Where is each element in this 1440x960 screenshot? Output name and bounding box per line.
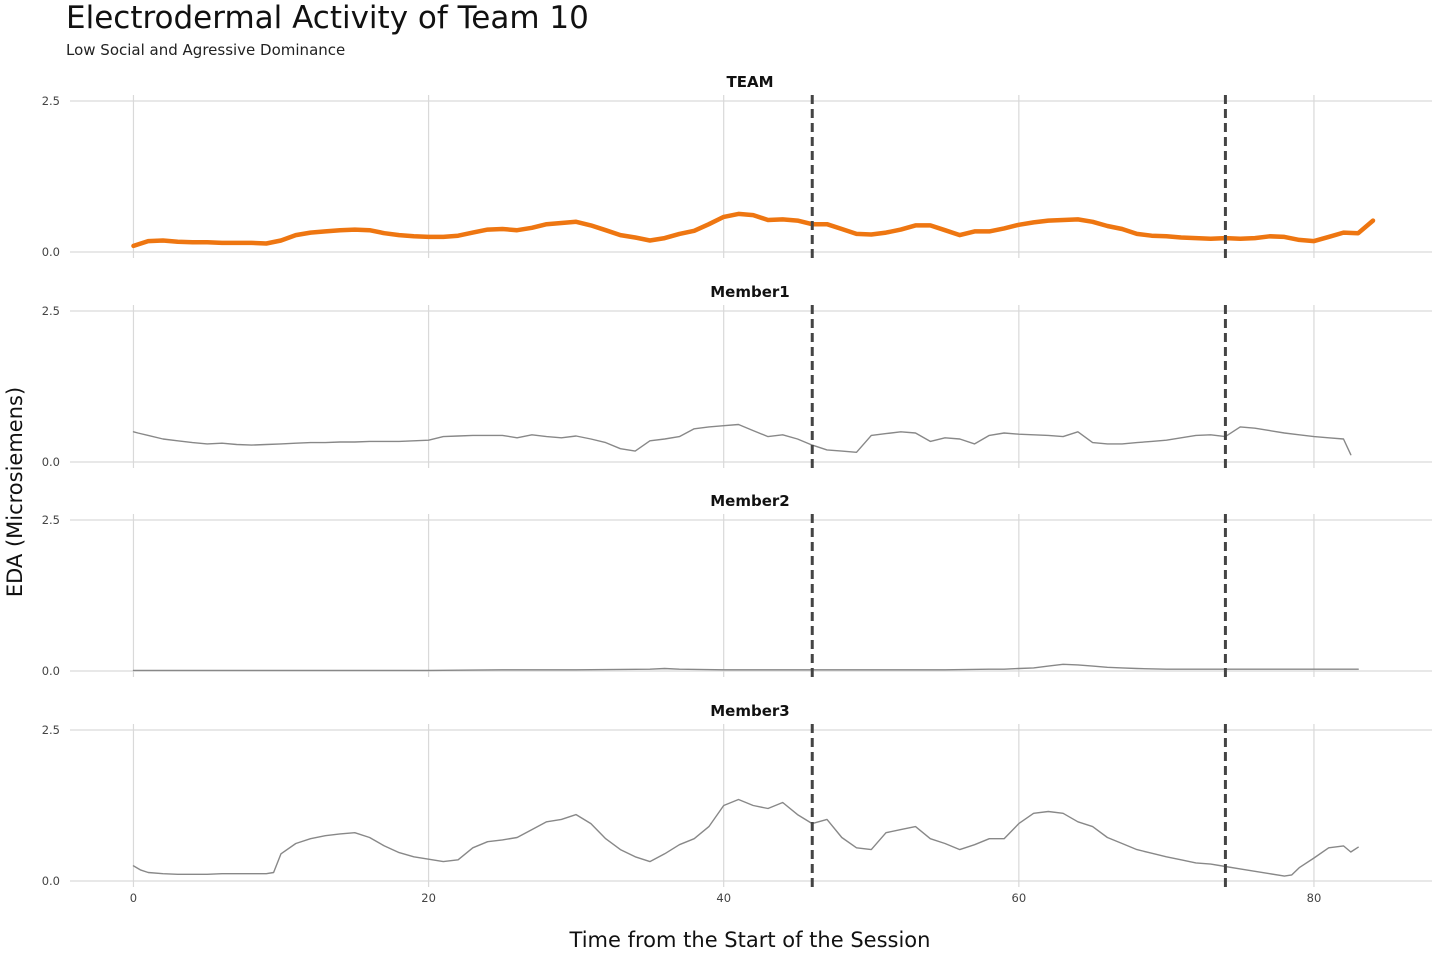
panel-title: Member2 (710, 492, 789, 510)
y-tick-label: 2.5 (42, 723, 60, 737)
y-tick-label: 2.5 (42, 94, 60, 108)
y-tick-label: 0.0 (42, 245, 60, 259)
y-tick-label: 2.5 (42, 513, 60, 527)
series-line-member3 (132, 798, 1359, 877)
facet-panels: TEAM0.02.5Member10.02.5Member20.02.5Memb… (42, 73, 1432, 905)
x-tick-label: 60 (1012, 891, 1027, 905)
series-line-team (131, 211, 1376, 249)
x-tick-label: 20 (421, 891, 436, 905)
panel-team: TEAM 0.0 2.5 (42, 73, 1432, 259)
panel-member1: Member1 0.0 2.5 (42, 283, 1432, 469)
panel-title: TEAM (726, 73, 773, 91)
x-tick-label: 80 (1307, 891, 1322, 905)
panel-member2: Member2 0.0 2.5 (42, 492, 1432, 678)
series-line-member2 (132, 663, 1359, 672)
panel-title: Member1 (710, 283, 789, 301)
x-axis-label: Time from the Start of the Session (569, 928, 931, 952)
y-tick-label: 0.0 (42, 455, 60, 469)
x-tick-label: 40 (716, 891, 731, 905)
y-axis-label: EDA (Microsiemens) (3, 387, 27, 597)
panel-title: Member3 (710, 702, 789, 720)
chart-subtitle: Low Social and Agressive Dominance (66, 41, 346, 59)
y-tick-label: 0.0 (42, 664, 60, 678)
y-tick-label: 0.0 (42, 874, 60, 888)
x-tick-label: 0 (130, 891, 137, 905)
series-line-member1 (132, 423, 1352, 456)
chart-title: Electrodermal Activity of Team 10 (66, 0, 589, 36)
panel-member3: Member3 0.0 2.5 (42, 702, 1432, 888)
y-tick-label: 2.5 (42, 304, 60, 318)
